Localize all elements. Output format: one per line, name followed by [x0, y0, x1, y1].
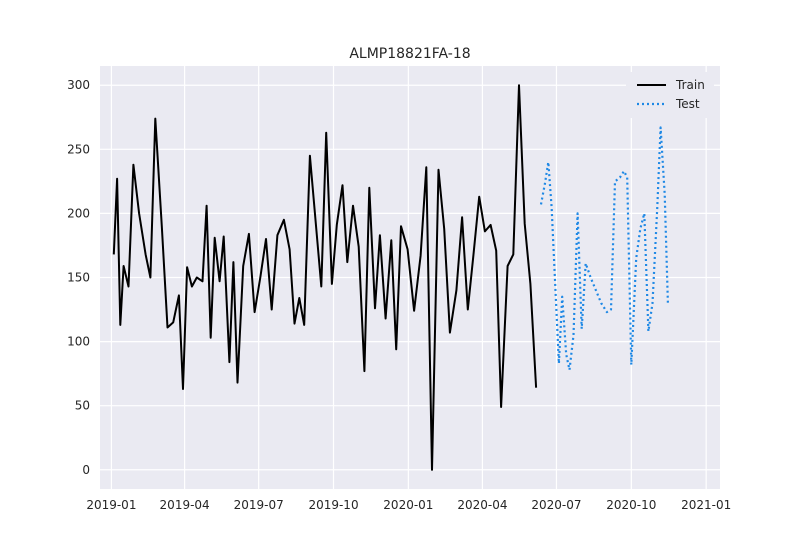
legend-label-test: Test: [675, 97, 700, 111]
x-tick-label: 2019-10: [308, 498, 358, 512]
chart-title: ALMP18821FA-18: [349, 46, 470, 62]
y-tick-label: 200: [67, 206, 90, 220]
series-line-train: [112, 84, 538, 471]
y-tick-label: 150: [67, 271, 90, 285]
legend-box: [626, 72, 714, 118]
y-tick-label: 50: [75, 399, 90, 413]
y-tick-label: 250: [67, 142, 90, 156]
x-tick-label: 2020-04: [457, 498, 507, 512]
x-tick-label: 2020-07: [531, 498, 581, 512]
y-tick-label: 0: [82, 463, 90, 477]
y-tick-label: 300: [67, 78, 90, 92]
x-tick-label: 2019-01: [86, 498, 136, 512]
series-lines: [112, 84, 669, 471]
y-tick-label: 100: [67, 335, 90, 349]
x-tick-label: 2020-01: [383, 498, 433, 512]
x-tick-label: 2020-10: [606, 498, 656, 512]
axis-ticks: 0 50 100 150 200 250 300 2019-01 2019-04 2019-07 2…: [67, 78, 731, 512]
x-tick-label: 2019-07: [234, 498, 284, 512]
x-tick-label: 2019-04: [160, 498, 210, 512]
grid-lines: [100, 66, 720, 489]
legend: Train Test: [626, 72, 714, 118]
x-tick-label: 2021-01: [681, 498, 731, 512]
legend-label-train: Train: [675, 78, 705, 92]
series-line-test: [539, 126, 669, 371]
